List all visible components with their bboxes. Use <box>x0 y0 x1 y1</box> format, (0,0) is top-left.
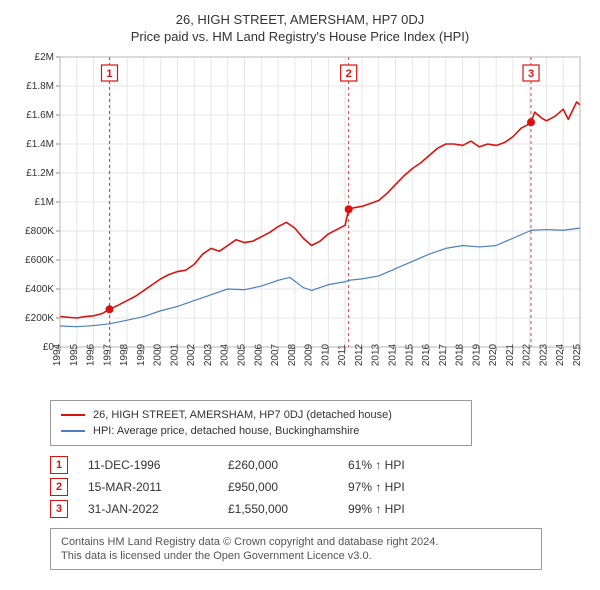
svg-text:£1.8M: £1.8M <box>26 81 54 92</box>
license-line-1: Contains HM Land Registry data © Crown c… <box>61 535 531 549</box>
marker-hpi: 61% ↑ HPI <box>348 458 468 472</box>
legend-item: 26, HIGH STREET, AMERSHAM, HP7 0DJ (deta… <box>61 407 461 423</box>
svg-text:£1.2M: £1.2M <box>26 168 54 179</box>
svg-text:£1.4M: £1.4M <box>26 139 54 150</box>
legend-label: HPI: Average price, detached house, Buck… <box>93 423 359 439</box>
svg-text:£200K: £200K <box>25 313 54 324</box>
marker-price: £260,000 <box>228 458 328 472</box>
marker-date: 31-JAN-2022 <box>88 502 208 516</box>
marker-number-box: 1 <box>50 456 68 474</box>
svg-text:3: 3 <box>528 68 534 80</box>
page-title: 26, HIGH STREET, AMERSHAM, HP7 0DJ <box>10 12 590 27</box>
marker-price: £1,550,000 <box>228 502 328 516</box>
marker-number-box: 3 <box>50 500 68 518</box>
page-subtitle: Price paid vs. HM Land Registry's House … <box>10 29 590 44</box>
svg-text:£2M: £2M <box>35 52 54 63</box>
marker-price: £950,000 <box>228 480 328 494</box>
svg-text:£1.6M: £1.6M <box>26 110 54 121</box>
marker-date: 11-DEC-1996 <box>88 458 208 472</box>
marker-hpi: 99% ↑ HPI <box>348 502 468 516</box>
marker-table: 1 11-DEC-1996 £260,000 61% ↑ HPI 2 15-MAR-201… <box>50 456 590 518</box>
marker-row: 2 15-MAR-2011 £950,000 97% ↑ HPI <box>50 478 590 496</box>
svg-text:£600K: £600K <box>25 255 54 266</box>
legend: 26, HIGH STREET, AMERSHAM, HP7 0DJ (deta… <box>50 400 472 446</box>
svg-text:2: 2 <box>346 68 352 80</box>
svg-text:£1M: £1M <box>35 197 54 208</box>
license-notice: Contains HM Land Registry data © Crown c… <box>50 528 542 570</box>
marker-row: 3 31-JAN-2022 £1,550,000 99% ↑ HPI <box>50 500 590 518</box>
price-chart: £0£200K£400K£600K£800K£1M£1.2M£1.4M£1.6M… <box>10 52 590 392</box>
legend-item: HPI: Average price, detached house, Buck… <box>61 423 461 439</box>
marker-date: 15-MAR-2011 <box>88 480 208 494</box>
legend-label: 26, HIGH STREET, AMERSHAM, HP7 0DJ (deta… <box>93 407 392 423</box>
svg-text:£400K: £400K <box>25 284 54 295</box>
legend-swatch <box>61 430 85 432</box>
svg-text:£800K: £800K <box>25 226 54 237</box>
marker-hpi: 97% ↑ HPI <box>348 480 468 494</box>
svg-text:1: 1 <box>106 68 112 80</box>
license-line-2: This data is licensed under the Open Gov… <box>61 549 531 563</box>
marker-number-box: 2 <box>50 478 68 496</box>
legend-swatch <box>61 414 85 416</box>
marker-row: 1 11-DEC-1996 £260,000 61% ↑ HPI <box>50 456 590 474</box>
